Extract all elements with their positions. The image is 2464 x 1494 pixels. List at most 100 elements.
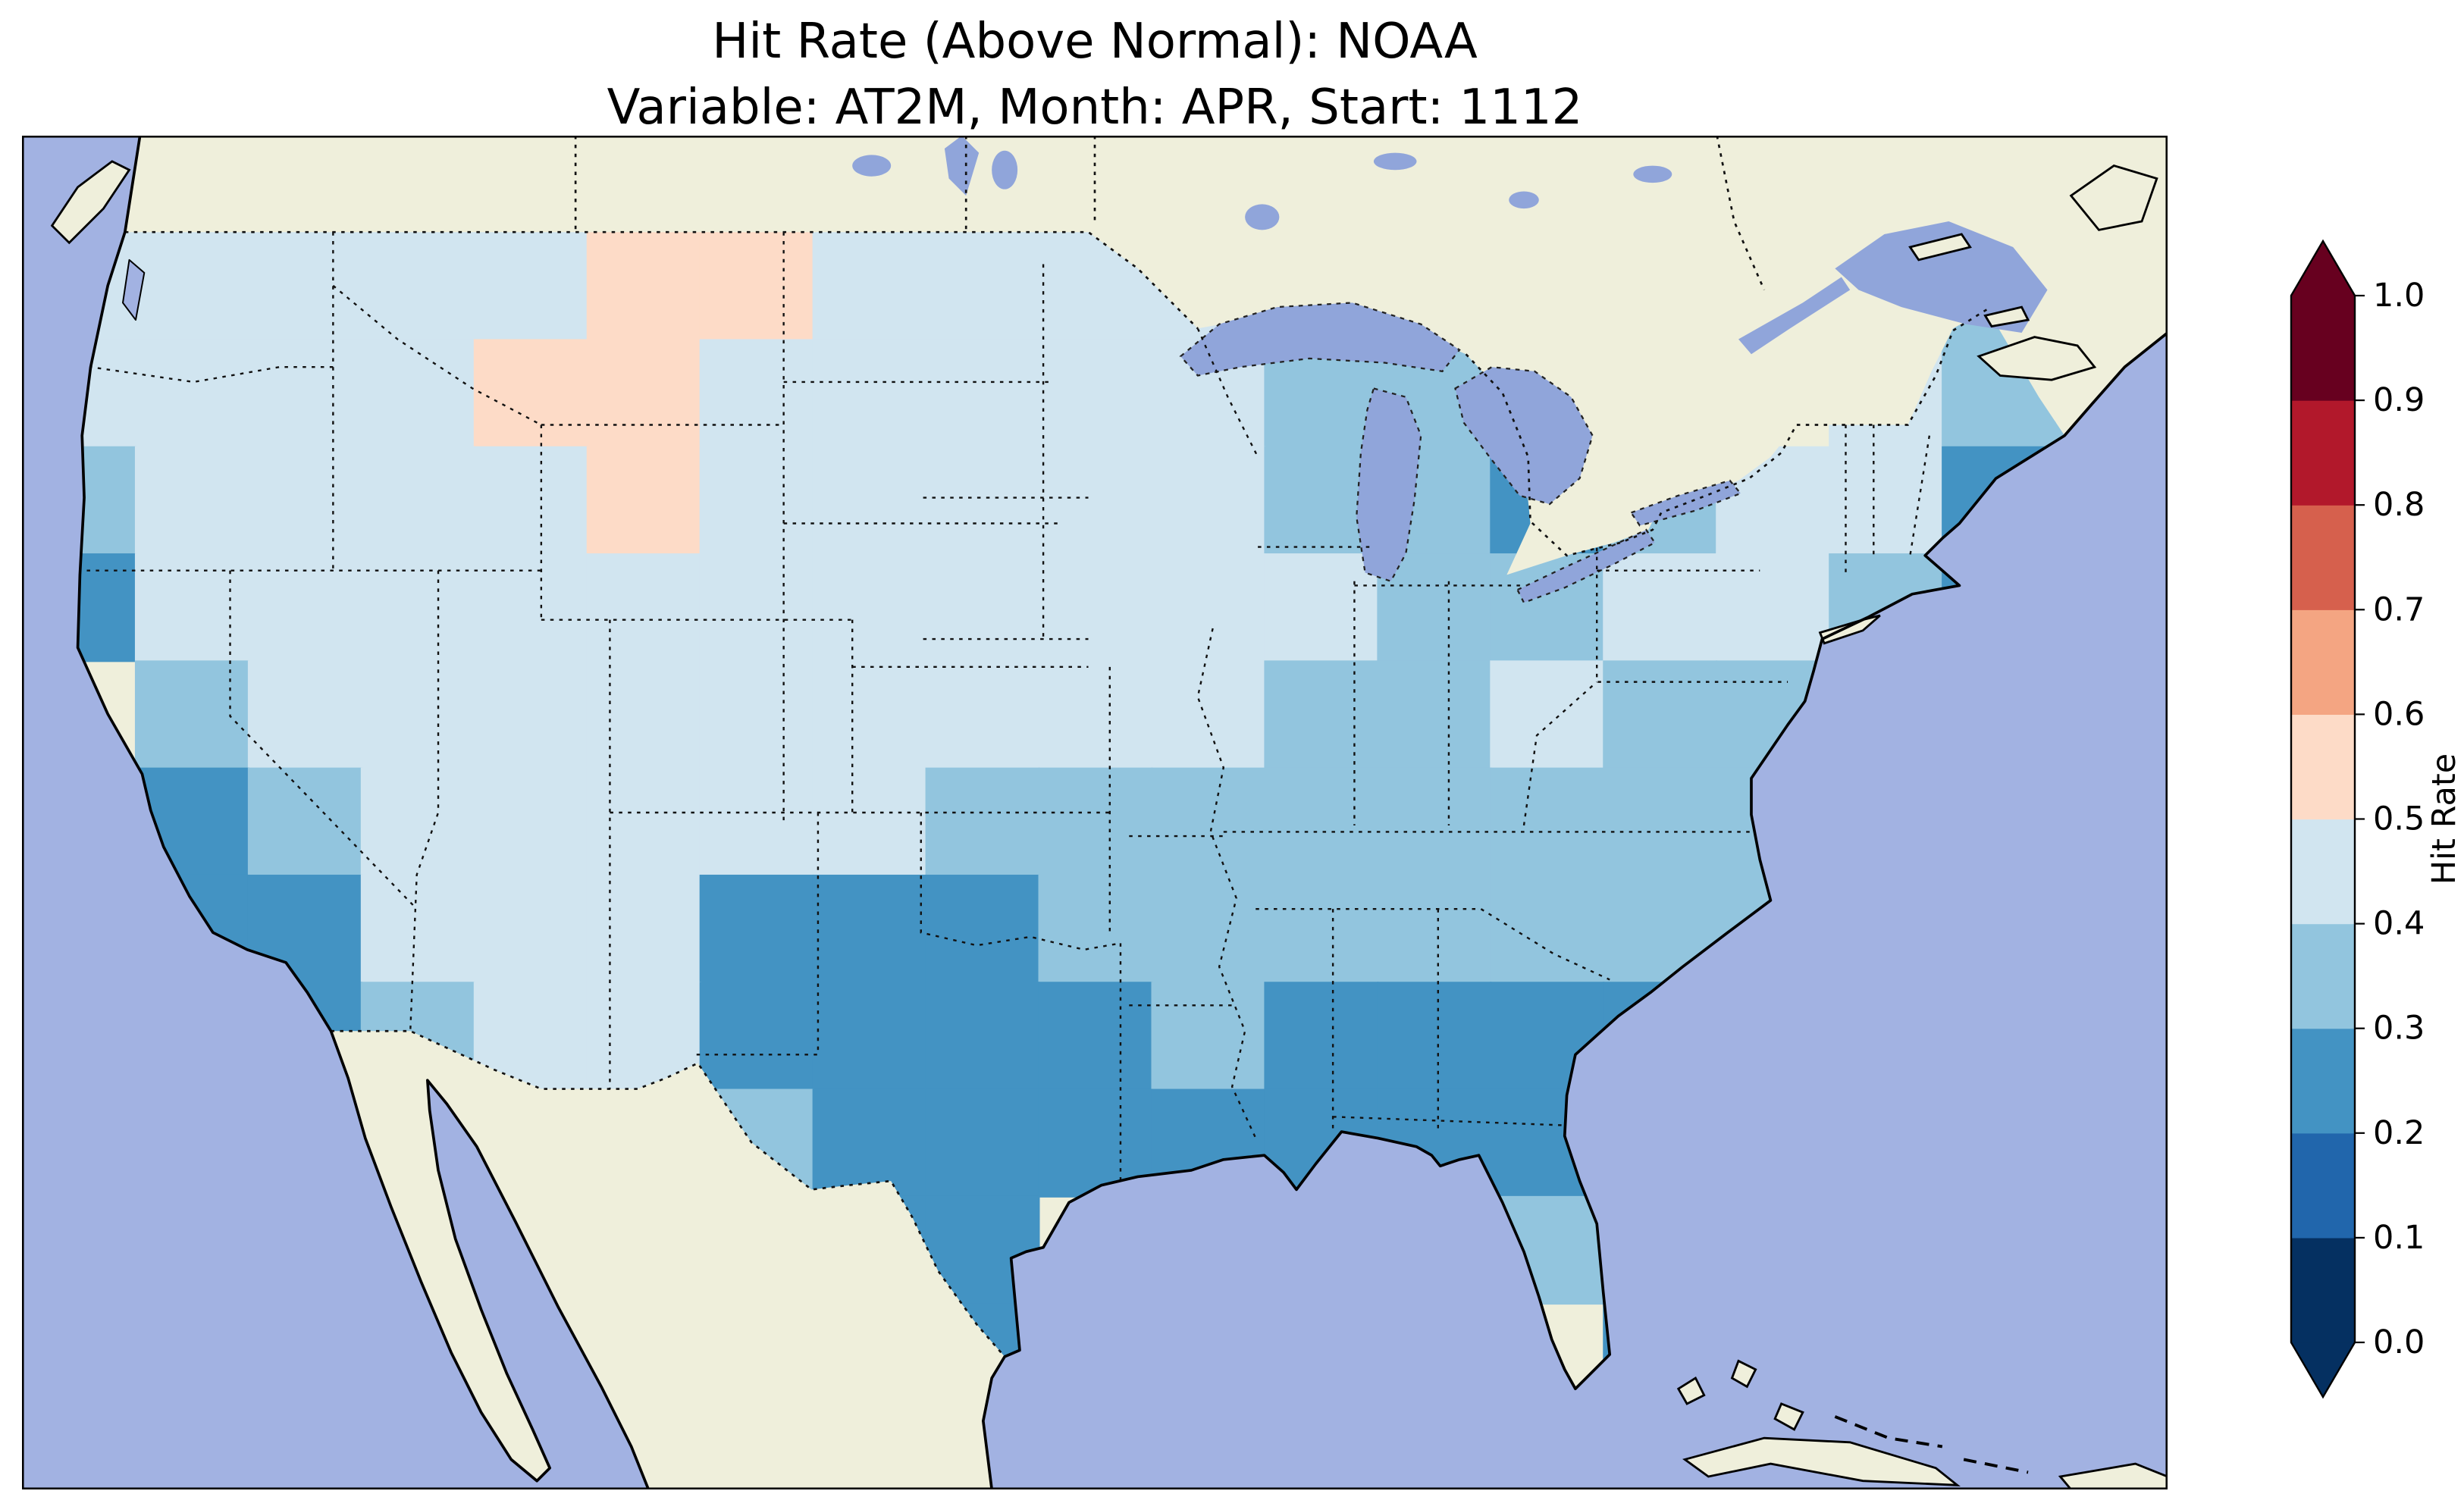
grid-cell: [699, 767, 814, 876]
grid-cell: [586, 660, 701, 769]
grid-cell: [812, 660, 927, 769]
colorbar-band: [2291, 1132, 2355, 1239]
grid-cell: [1151, 874, 1266, 984]
grid-cell: [1603, 660, 1718, 769]
us-hit-rate-map: [22, 136, 2168, 1489]
map-area: [22, 136, 2168, 1489]
grid-cell: [1038, 660, 1153, 769]
colorbar-band: [2291, 819, 2355, 925]
colorbar-tick-label: 0.4: [2373, 905, 2425, 943]
grid-cell: [360, 767, 475, 876]
colorbar-tick-label: 0.9: [2373, 381, 2425, 419]
grid-cell: [699, 446, 814, 556]
grid-cell: [247, 767, 362, 876]
colorbar-tick-label: 0.3: [2373, 1010, 2425, 1048]
grid-cell: [1377, 874, 1492, 984]
island-chains: [1834, 1415, 2029, 1474]
grid-cell: [247, 660, 362, 769]
grid-cell: [1151, 982, 1266, 1091]
grid-cell: [699, 339, 814, 448]
grid-cell: [473, 339, 588, 448]
grid-cell: [586, 339, 701, 448]
grid-cell: [812, 767, 927, 876]
colorbar-band: [2291, 1237, 2355, 1343]
colorbar-band: [2291, 714, 2355, 820]
colorbar-tick-label: 0.5: [2373, 800, 2425, 838]
colorbar-extend-under: [2291, 1342, 2355, 1397]
country-borders: [124, 136, 1988, 1358]
grid-cell: [586, 874, 701, 984]
colorbar-tick-label: 1.0: [2373, 277, 2425, 315]
grid-cell: [1038, 982, 1153, 1091]
grid-cell: [1716, 553, 1831, 662]
grid-cell: [1038, 553, 1153, 662]
grid-cell: [247, 446, 362, 556]
grid-cell: [586, 446, 701, 556]
islands: [50, 160, 2168, 1489]
grid-cell: [1038, 874, 1153, 984]
grid-cell: [925, 660, 1040, 769]
grid-cell: [1151, 446, 1266, 556]
grid-cell: [925, 982, 1040, 1091]
canada-province-borders: [574, 136, 1766, 291]
grid-cell: [134, 339, 249, 448]
grid-cell: [1038, 446, 1153, 556]
grid-cell: [360, 339, 475, 448]
grid-cell: [1264, 982, 1379, 1091]
colorbar-band: [2291, 296, 2355, 401]
lake-huron: [1454, 366, 1594, 506]
grid-cell: [586, 553, 701, 662]
grid-cell: [586, 767, 701, 876]
grid-cell: [1377, 767, 1492, 876]
prince-edward-island: [1983, 305, 2030, 328]
grid-cell: [360, 446, 475, 556]
colorbar-tick-label: 0.1: [2373, 1219, 2425, 1257]
grid-cell: [1038, 767, 1153, 876]
canada-lakes: [852, 136, 2048, 355]
colorbar-band: [2291, 1028, 2355, 1134]
grid-cell: [1264, 553, 1379, 662]
grid-cell: [812, 874, 927, 984]
grid-cell: [247, 339, 362, 448]
grid-cell: [77, 553, 136, 662]
grid-cell: [473, 767, 588, 876]
colorbar-band: [2291, 923, 2355, 1029]
grid-cell: [925, 874, 1040, 984]
colorbar-band: [2291, 505, 2355, 610]
grid-cell: [473, 553, 588, 662]
bahamas-island: [1730, 1359, 1757, 1389]
grid-cell: [1151, 660, 1266, 769]
canada-border: [124, 230, 1988, 557]
grid-cell: [812, 982, 927, 1091]
grid-cell: [77, 446, 136, 556]
grid-cell: [360, 232, 475, 341]
chart-title-line2: Variable: AT2M, Month: APR, Start: 1112: [607, 80, 1583, 136]
colorbar-tick-label: 0.8: [2373, 486, 2425, 524]
grid-cell: [247, 232, 362, 341]
colorbar-tick-label: 0.2: [2373, 1114, 2425, 1152]
colorbar-svg: 1.0 0.9 0.8 0.7 0.6 0.5 0.4 0.3 0.2 0.1 0.0 Hit Rat…: [2290, 239, 2463, 1399]
grid-cell: [812, 339, 927, 448]
grid-cell: [586, 232, 701, 341]
grid-cell: [1603, 767, 1718, 876]
grid-cell: [1603, 553, 1718, 662]
gulf-of-st-lawrence: [1835, 221, 2048, 333]
grid-cell: [134, 660, 249, 769]
grid-cell: [812, 1088, 927, 1198]
grid-cell: [812, 232, 927, 341]
grid-cell: [1377, 553, 1492, 662]
nova-scotia: [1977, 336, 2097, 381]
grid-cell: [473, 874, 588, 984]
grid-cell: [473, 232, 588, 341]
state-borders: [77, 232, 1931, 1190]
colorbar-band: [2291, 400, 2355, 506]
grid-cell: [1264, 767, 1379, 876]
grid-cell: [247, 553, 362, 662]
colorbar-band: [2291, 609, 2355, 715]
grid-cell: [1377, 660, 1492, 769]
grid-cell: [925, 767, 1040, 876]
grid-cell: [1490, 874, 1605, 984]
grid-cell: [1490, 660, 1605, 769]
grid-cell: [473, 446, 588, 556]
grid-cell: [1151, 767, 1266, 876]
